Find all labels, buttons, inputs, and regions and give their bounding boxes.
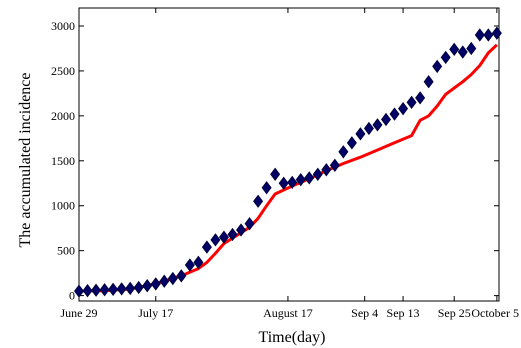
y-tick-label: 3000 (51, 19, 75, 33)
data-point (142, 279, 153, 293)
data-point (381, 112, 392, 127)
data-point (295, 172, 306, 187)
data-point (312, 167, 323, 181)
data-point (415, 91, 426, 105)
data-point (423, 75, 434, 89)
data-point (218, 230, 229, 244)
data-point (210, 233, 221, 247)
x-tick-label: August 17 (263, 306, 313, 320)
observed-marker-series (74, 26, 502, 298)
plot-frame (78, 7, 500, 302)
data-point (184, 258, 195, 272)
data-point (338, 145, 349, 159)
data-point (363, 121, 374, 136)
data-point (227, 227, 238, 242)
data-point (167, 271, 178, 286)
y-axis-title: The accumulated incidence (17, 72, 34, 247)
fitted-line-series (78, 43, 498, 293)
x-tick-label: Sep 25 (438, 306, 471, 320)
data-point (449, 42, 460, 57)
data-point (483, 28, 494, 42)
x-tick-label: June 29 (61, 306, 98, 320)
data-point (201, 240, 212, 254)
x-tick-label: October 5 (471, 306, 519, 320)
x-tick-label: Sep 13 (387, 306, 420, 320)
data-point (74, 284, 84, 298)
data-point (116, 282, 127, 296)
data-point (491, 26, 502, 40)
data-point (82, 283, 93, 298)
y-tick-label: 2500 (51, 64, 75, 78)
data-point (440, 50, 451, 65)
data-point (457, 45, 468, 59)
data-point (236, 223, 247, 237)
data-point (406, 95, 417, 110)
y-axis-ticks: 0 500 1000 1500 2000 2500 3000 (51, 19, 499, 303)
data-point (244, 217, 255, 231)
data-point (329, 158, 340, 172)
data-point (304, 171, 315, 185)
x-tick-label: July 17 (138, 306, 173, 320)
data-point (398, 101, 409, 116)
x-tick-label: Sep 4 (351, 306, 378, 320)
data-point (99, 283, 110, 297)
data-point (150, 277, 161, 291)
data-point (176, 269, 187, 283)
data-point (91, 283, 102, 297)
fitted-line (78, 43, 498, 293)
x-axis-title: Time(day) (259, 329, 326, 346)
y-tick-label: 0 (69, 289, 75, 303)
data-point (432, 59, 443, 74)
y-tick-label: 2000 (51, 109, 75, 123)
data-point (372, 118, 383, 132)
data-point (278, 176, 289, 190)
data-point (159, 274, 170, 288)
x-axis-ticks: June 29 July 17 August 17 Sep 4 Sep 13 Sep 25… (61, 8, 519, 320)
y-tick-label: 1500 (51, 154, 75, 168)
data-point (287, 175, 298, 190)
data-point (355, 127, 366, 141)
data-point (253, 194, 264, 208)
data-point (133, 280, 144, 295)
data-point (346, 136, 357, 150)
data-point (270, 167, 281, 181)
data-point (466, 41, 477, 56)
y-tick-label: 1000 (51, 199, 75, 213)
data-point (474, 28, 485, 42)
data-point (321, 163, 332, 177)
data-point (125, 281, 136, 296)
y-tick-label: 500 (57, 244, 75, 258)
data-point (193, 255, 204, 270)
data-point (108, 282, 119, 296)
data-point (261, 181, 272, 195)
data-point (389, 107, 400, 121)
